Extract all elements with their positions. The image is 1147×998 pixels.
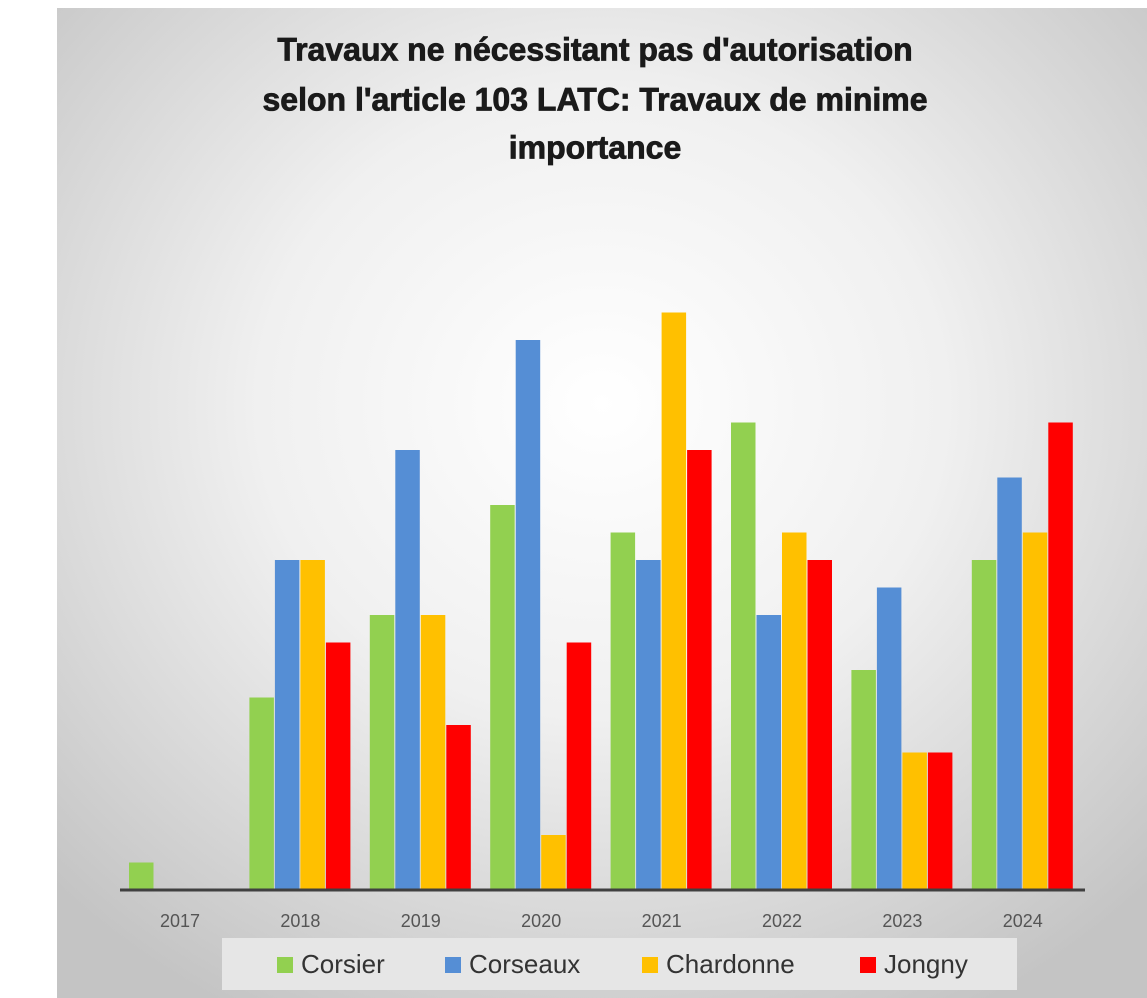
bar: [1048, 422, 1073, 890]
x-tick-label: 2018: [280, 911, 320, 931]
bar: [129, 862, 154, 890]
legend-swatch: [642, 957, 658, 973]
bar: [490, 505, 515, 890]
x-tick-label: 2017: [160, 911, 200, 931]
bar: [997, 477, 1022, 890]
legend-label: Corsier: [301, 949, 385, 979]
bar: [610, 532, 636, 890]
bar: [876, 587, 902, 890]
legend-swatch: [445, 957, 461, 973]
x-tick-label: 2019: [401, 911, 441, 931]
chart-panel: [57, 8, 1147, 998]
bar: [541, 835, 566, 890]
bar: [851, 670, 876, 890]
bar: [807, 560, 832, 890]
bar: [661, 312, 687, 890]
legend-label: Corseaux: [469, 949, 580, 979]
bar: [782, 532, 807, 890]
bar: [249, 697, 274, 890]
bar: [446, 725, 471, 890]
x-tick-label: 2023: [882, 911, 922, 931]
bar: [927, 752, 953, 890]
x-tick-label: 2021: [642, 911, 682, 931]
bar: [395, 450, 420, 890]
bar: [325, 642, 351, 890]
bar: [274, 560, 300, 890]
legend-label: Jongny: [884, 949, 968, 979]
chart-title: Travaux ne nécessitant pas d'autorisatio…: [277, 31, 912, 67]
bar: [902, 752, 927, 890]
legend-swatch: [277, 957, 293, 973]
bar: [971, 560, 997, 890]
chart-title: importance: [509, 129, 681, 165]
chart-title: selon l'article 103 LATC: Travaux de min…: [262, 81, 927, 117]
bar: [636, 560, 661, 890]
legend-swatch: [860, 957, 876, 973]
legend-label: Chardonne: [666, 949, 795, 979]
bar: [515, 340, 541, 890]
bar: [1022, 532, 1048, 890]
bar: [756, 615, 781, 890]
x-tick-label: 2024: [1003, 911, 1043, 931]
bar: [369, 615, 395, 890]
bar: [687, 450, 712, 890]
bar: [566, 642, 592, 890]
legend-box: [222, 938, 1017, 990]
bar: [420, 615, 446, 890]
bar: [731, 422, 756, 890]
bar: [300, 560, 325, 890]
x-tick-label: 2020: [521, 911, 561, 931]
x-tick-label: 2022: [762, 911, 802, 931]
